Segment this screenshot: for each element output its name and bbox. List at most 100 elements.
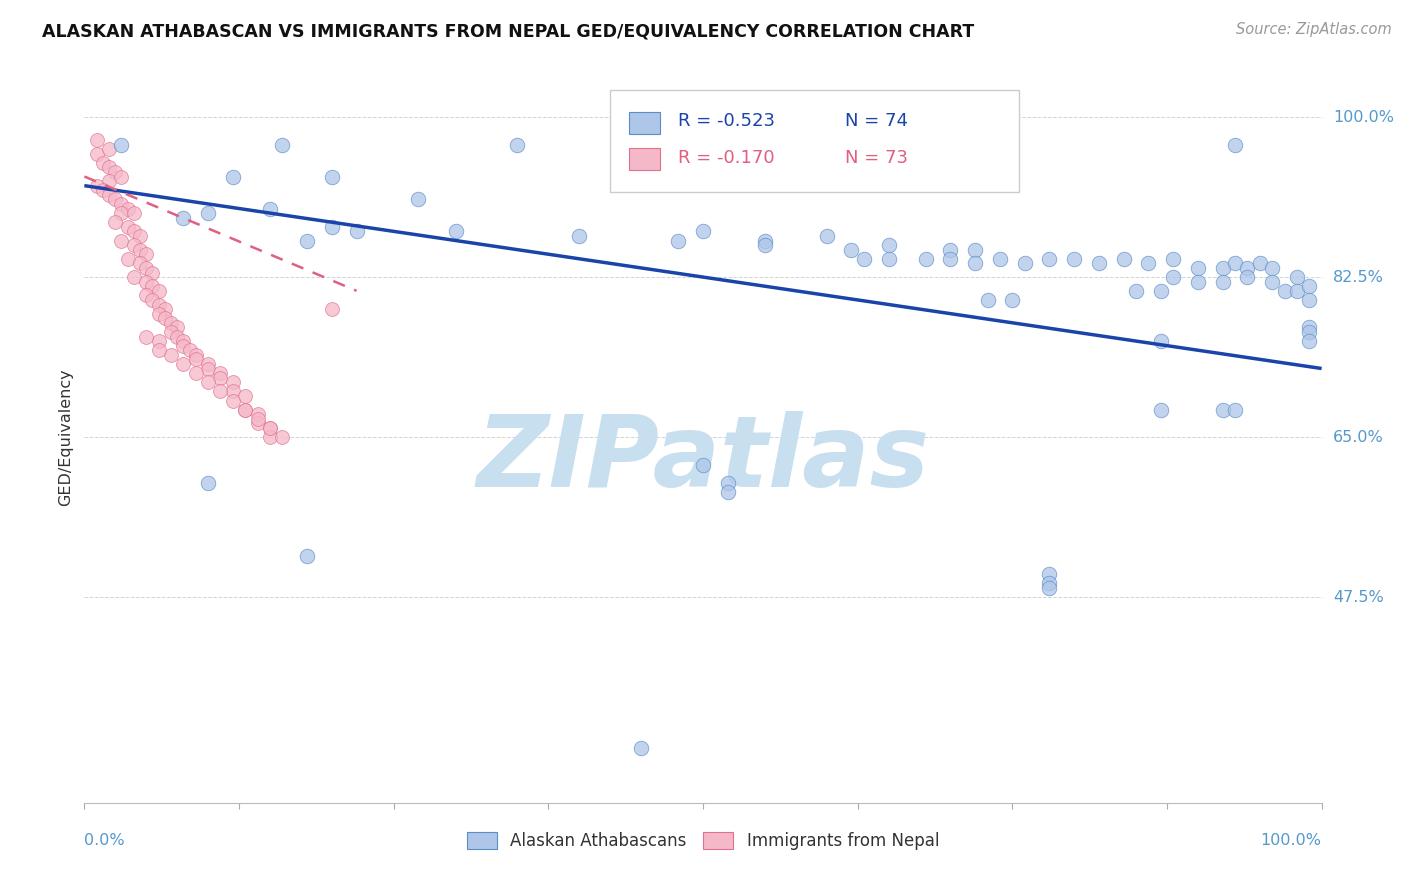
Point xyxy=(135,247,157,261)
Point xyxy=(852,252,875,266)
Point xyxy=(197,206,219,220)
Point xyxy=(1223,256,1246,270)
Point xyxy=(506,137,529,152)
Point xyxy=(877,252,900,266)
Point xyxy=(568,229,591,244)
Point xyxy=(104,165,127,179)
Point xyxy=(117,252,139,266)
Point xyxy=(148,284,170,298)
Point xyxy=(692,458,714,472)
Point xyxy=(1223,137,1246,152)
Point xyxy=(184,366,207,380)
Point xyxy=(148,334,170,348)
Point xyxy=(1137,256,1160,270)
Point xyxy=(98,174,121,188)
Point xyxy=(295,549,318,563)
Point xyxy=(346,224,368,238)
Point xyxy=(939,243,962,257)
Point xyxy=(129,229,152,244)
Point xyxy=(1212,260,1234,275)
Point xyxy=(179,343,201,358)
Point xyxy=(444,224,467,238)
Point xyxy=(184,352,207,367)
FancyBboxPatch shape xyxy=(628,112,659,134)
Point xyxy=(110,206,132,220)
Point xyxy=(166,329,188,343)
Point xyxy=(160,348,183,362)
Point xyxy=(110,137,132,152)
Point xyxy=(148,307,170,321)
Point xyxy=(209,370,232,384)
Point xyxy=(965,243,987,257)
Point xyxy=(1150,402,1173,417)
Point xyxy=(197,361,219,376)
Point xyxy=(172,357,194,371)
Point xyxy=(153,301,176,317)
Point xyxy=(1187,275,1209,289)
Point xyxy=(166,320,188,334)
Point xyxy=(86,146,108,161)
Point xyxy=(172,334,194,348)
Point xyxy=(976,293,998,307)
Point xyxy=(104,192,127,206)
Point xyxy=(233,402,256,417)
Point xyxy=(271,137,294,152)
Point xyxy=(259,421,281,435)
Point xyxy=(1038,567,1060,582)
Point xyxy=(91,183,114,197)
Point xyxy=(222,384,245,399)
Point xyxy=(122,224,145,238)
Point xyxy=(717,475,740,490)
Point xyxy=(1298,279,1320,293)
Point xyxy=(135,260,157,275)
Point xyxy=(141,266,163,280)
Point xyxy=(122,238,145,252)
Text: ALASKAN ATHABASCAN VS IMMIGRANTS FROM NEPAL GED/EQUIVALENCY CORRELATION CHART: ALASKAN ATHABASCAN VS IMMIGRANTS FROM NE… xyxy=(42,22,974,40)
Point xyxy=(91,156,114,170)
Point xyxy=(1038,576,1060,591)
Point xyxy=(1285,270,1308,285)
Point xyxy=(717,485,740,500)
Point xyxy=(86,178,108,193)
Text: 0.0%: 0.0% xyxy=(84,833,125,848)
Point xyxy=(815,229,838,244)
Point xyxy=(408,192,430,206)
Point xyxy=(153,311,176,326)
Point xyxy=(1150,284,1173,298)
Point xyxy=(1236,260,1258,275)
FancyBboxPatch shape xyxy=(610,90,1018,192)
Point xyxy=(246,407,269,421)
Point xyxy=(117,219,139,234)
Point xyxy=(1088,256,1111,270)
Text: R = -0.523: R = -0.523 xyxy=(678,112,775,130)
Point xyxy=(1274,284,1296,298)
Point xyxy=(110,169,132,184)
Text: N = 73: N = 73 xyxy=(845,149,908,167)
Point xyxy=(160,325,183,339)
Point xyxy=(141,279,163,293)
Text: 47.5%: 47.5% xyxy=(1333,590,1384,605)
Point xyxy=(1285,284,1308,298)
Point xyxy=(1261,275,1284,289)
Point xyxy=(1112,252,1135,266)
Point xyxy=(914,252,936,266)
Point xyxy=(233,402,256,417)
Point xyxy=(184,348,207,362)
Point xyxy=(1038,252,1060,266)
Text: Source: ZipAtlas.com: Source: ZipAtlas.com xyxy=(1236,22,1392,37)
Point xyxy=(135,329,157,343)
Point xyxy=(222,393,245,408)
Point xyxy=(692,224,714,238)
Point xyxy=(1212,402,1234,417)
Point xyxy=(259,202,281,216)
Point xyxy=(129,256,152,270)
Point xyxy=(321,169,343,184)
Point xyxy=(259,421,281,435)
Point xyxy=(1298,325,1320,339)
Point xyxy=(877,238,900,252)
Point xyxy=(98,187,121,202)
Point xyxy=(1212,275,1234,289)
Text: 100.0%: 100.0% xyxy=(1333,110,1393,125)
Point xyxy=(141,293,163,307)
Point xyxy=(1150,334,1173,348)
